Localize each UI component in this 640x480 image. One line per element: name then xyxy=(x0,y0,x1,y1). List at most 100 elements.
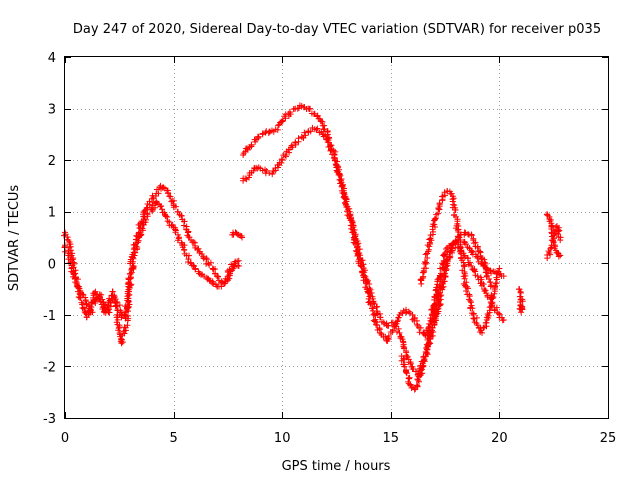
arc-7-point xyxy=(471,315,478,322)
arc-10-point xyxy=(544,212,551,219)
arc-2-point xyxy=(130,255,137,262)
arc-1-point xyxy=(203,260,210,267)
arc-11-point xyxy=(547,251,554,258)
arc-6-point xyxy=(406,374,413,381)
arc-4-point xyxy=(417,324,424,331)
arc-2-point xyxy=(163,213,170,220)
arc-8-point xyxy=(440,283,447,290)
arc-8-point xyxy=(441,278,448,285)
arc-8-point xyxy=(483,272,490,279)
arc-8-point xyxy=(482,269,489,276)
arc-2-point xyxy=(181,250,188,257)
arc-4-point xyxy=(306,105,313,112)
arc-1-point xyxy=(116,302,123,309)
y-tick-label: 0 xyxy=(48,257,56,272)
arc-1-point xyxy=(172,203,179,210)
arc-5-point xyxy=(498,314,505,321)
arc-7-point xyxy=(421,258,428,265)
arc-2-point xyxy=(235,262,242,269)
arc-2-point xyxy=(75,293,82,300)
arc-5-point xyxy=(288,142,295,149)
arc-8-point xyxy=(475,248,482,255)
arc-2-point xyxy=(103,307,110,314)
arc-2-point xyxy=(125,288,132,295)
arc-2-point xyxy=(125,279,132,286)
arc-7-point xyxy=(452,206,459,213)
arc-1-point xyxy=(155,190,162,197)
arc-2-point xyxy=(115,327,122,334)
x-tick-label: 5 xyxy=(169,431,177,446)
arc-2-point xyxy=(181,247,188,254)
arc-2-point xyxy=(144,213,151,220)
arc-5-point xyxy=(351,226,358,233)
arc-5-point xyxy=(340,190,347,197)
arc-4-point xyxy=(373,321,380,328)
arc-2-point xyxy=(118,336,125,343)
arc-10-point xyxy=(551,245,558,252)
arc-6-point xyxy=(403,370,410,377)
arc-4-point xyxy=(462,241,469,248)
arc-7-point xyxy=(436,201,443,208)
arc-5-point xyxy=(355,240,362,247)
arc-11-point xyxy=(555,233,562,240)
arc-5-point xyxy=(309,124,316,131)
arc-5-point xyxy=(407,359,414,366)
arc-11-point xyxy=(554,230,561,237)
x-tick-label: 15 xyxy=(383,431,400,446)
arc-4-point xyxy=(314,112,321,119)
arc-5-point xyxy=(269,168,276,175)
arc-1-point xyxy=(192,242,199,249)
arc-7-point xyxy=(493,276,500,283)
arc-7-point xyxy=(430,221,437,228)
arc-5-point xyxy=(371,300,378,307)
arc-5-point xyxy=(339,182,346,189)
arc-8-point xyxy=(448,244,455,251)
arc-1-point xyxy=(212,270,219,277)
arc-2-point xyxy=(141,213,148,220)
arc-6-point xyxy=(423,345,430,352)
arc-6-point xyxy=(414,376,421,383)
arc-4-point xyxy=(265,129,272,136)
arc-8-point xyxy=(487,279,494,286)
arc-1-point xyxy=(195,245,202,252)
arc-5-point xyxy=(357,252,364,259)
arc-5-point xyxy=(251,165,258,172)
arc-5-point xyxy=(377,314,384,321)
arc-2-point xyxy=(68,256,75,263)
arc-7-point xyxy=(426,236,433,243)
arc-2-point xyxy=(111,293,118,300)
arc-8-point xyxy=(470,240,477,247)
arc-4-point xyxy=(371,318,378,325)
x-tick-labels: 0 5 10 15 20 25 xyxy=(61,431,616,446)
arc-4-point xyxy=(248,141,255,148)
y-tick-label: -1 xyxy=(43,309,56,324)
arc-2-point xyxy=(126,270,133,277)
arc-5-point xyxy=(331,156,338,163)
arc-7-point xyxy=(483,314,490,321)
arc-5-point xyxy=(356,246,363,253)
arc-2-point xyxy=(178,239,185,246)
arc-1-point xyxy=(158,185,165,192)
arc-2-point xyxy=(111,294,118,301)
arc-2-point xyxy=(225,272,232,279)
arc-5-point xyxy=(314,125,321,132)
arc-2-point xyxy=(68,264,75,271)
arc-2-point xyxy=(102,301,109,308)
arc-8-point xyxy=(443,257,450,264)
arc-7-point xyxy=(482,320,489,327)
arc-2-point xyxy=(228,261,235,268)
arc-3-point xyxy=(238,232,245,239)
arc-7-point xyxy=(438,193,445,200)
arc-2-point xyxy=(187,259,194,266)
arc-4-point xyxy=(466,245,473,252)
y-tick-label: 1 xyxy=(48,206,56,221)
arc-4-point xyxy=(319,122,326,129)
arc-1-point xyxy=(203,256,210,263)
arc-5-point xyxy=(361,272,368,279)
arc-5-point xyxy=(313,126,320,133)
arc-4-point xyxy=(310,111,317,118)
arc-6-point xyxy=(408,384,415,391)
arc-5-point xyxy=(373,310,380,317)
arc-10-point xyxy=(554,249,561,256)
arc-4-point xyxy=(270,128,277,135)
